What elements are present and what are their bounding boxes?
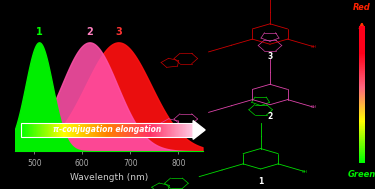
Text: 3: 3 xyxy=(267,52,273,61)
Text: OH: OH xyxy=(311,105,317,109)
Text: 3: 3 xyxy=(115,27,122,37)
Text: π-conjugation elongation: π-conjugation elongation xyxy=(53,125,161,134)
Polygon shape xyxy=(193,121,205,139)
Text: 2: 2 xyxy=(86,27,93,37)
X-axis label: Wavelength (nm): Wavelength (nm) xyxy=(70,173,148,182)
Text: Green: Green xyxy=(348,170,375,179)
Text: 1: 1 xyxy=(258,177,263,186)
Text: 2: 2 xyxy=(267,112,273,122)
Text: Red: Red xyxy=(353,3,371,12)
Text: 1: 1 xyxy=(36,27,42,37)
Text: OH: OH xyxy=(302,170,307,174)
Text: OH: OH xyxy=(311,45,317,49)
